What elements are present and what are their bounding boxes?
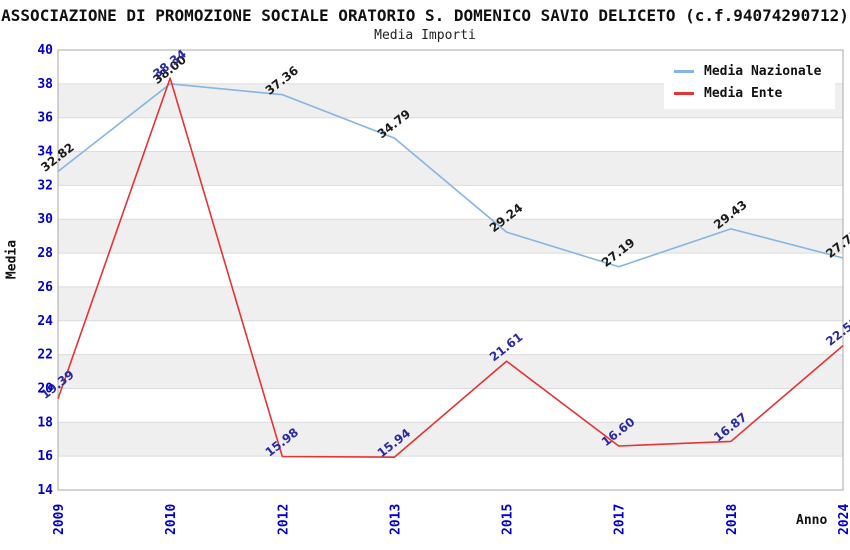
x-tick-label: 2018 [725, 504, 740, 535]
chart-title: ASSOCIAZIONE DI PROMOZIONE SOCIALE ORATO… [1, 6, 849, 25]
y-tick-label: 32 [37, 178, 53, 193]
x-axis-title: Anno [796, 513, 828, 528]
x-tick-label: 2013 [388, 504, 403, 535]
legend-item-media-ente: Media Ente [674, 82, 821, 104]
y-tick-label: 30 [37, 212, 53, 227]
y-tick-label: 24 [37, 314, 53, 329]
y-tick-label: 38 [37, 77, 53, 92]
chart-subtitle: Media Importi [374, 28, 476, 43]
media-nazionale-line [57, 83, 844, 268]
x-tick-label: 2015 [501, 504, 516, 535]
y-tick-label: 20 [37, 381, 53, 396]
plot-border [57, 49, 844, 491]
y-tick-label: 36 [37, 111, 53, 126]
x-tick-label: 2009 [52, 504, 67, 535]
background-bands [58, 83, 843, 457]
y-tick-label: 16 [37, 449, 53, 464]
y-tick-label: 40 [37, 43, 53, 58]
x-tick-label: 2017 [613, 504, 628, 535]
y-tick-label: 18 [37, 415, 53, 430]
x-tick-label: 2010 [164, 504, 179, 535]
media-ente-swatch-icon [674, 91, 694, 95]
y-tick-label: 14 [37, 483, 53, 498]
x-tick-label: 2012 [276, 504, 291, 535]
media-nazionale-swatch-icon [674, 69, 694, 73]
media-ente-line [57, 77, 844, 458]
y-tick-label: 34 [37, 145, 53, 160]
y-tick-label: 26 [37, 280, 53, 295]
y-tick-label: 28 [37, 246, 53, 261]
x-tick-label: 2024 [837, 504, 850, 535]
y-tick-labels: 14 16 18 20 22 24 26 28 30 32 34 36 38 40 [37, 43, 53, 498]
legend-label: Media Ente [704, 85, 783, 101]
legend: Media Nazionale Media Ente [664, 55, 836, 109]
legend-item-media-nazionale: Media Nazionale [674, 60, 821, 82]
gridlines [58, 83, 843, 457]
y-tick-label: 22 [37, 348, 53, 363]
legend-label: Media Nazionale [704, 63, 822, 79]
y-axis-title: Media [4, 239, 20, 280]
x-tick-labels: 2009 2010 2012 2013 2015 2017 2018 2024 [52, 504, 850, 535]
